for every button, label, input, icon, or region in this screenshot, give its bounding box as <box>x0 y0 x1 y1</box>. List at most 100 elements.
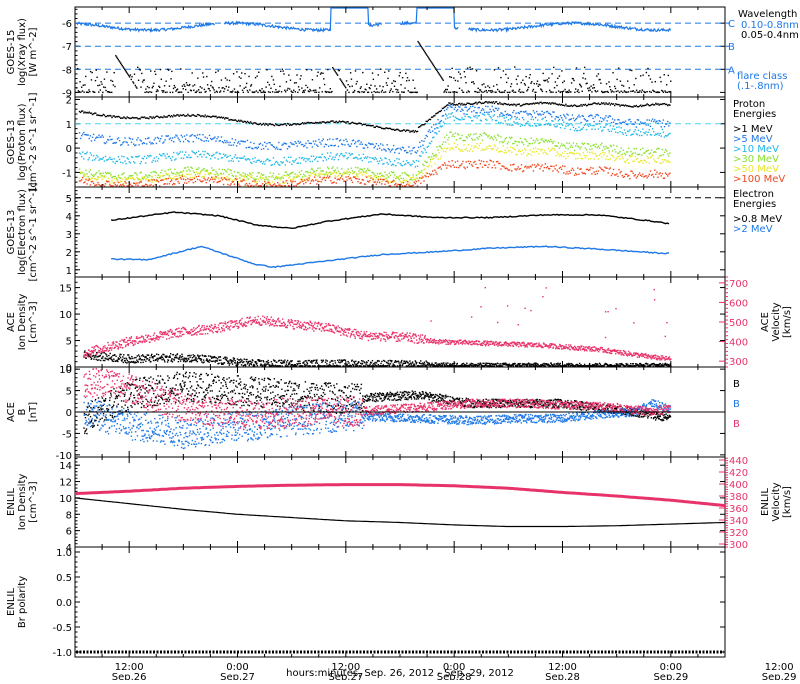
data-point <box>456 167 457 168</box>
data-point <box>85 153 86 154</box>
data-point <box>202 355 203 356</box>
data-point <box>241 360 242 361</box>
data-point <box>538 103 539 104</box>
data-point <box>347 144 348 145</box>
data-point <box>635 156 636 157</box>
data-point <box>424 51 425 52</box>
data-point <box>645 131 646 132</box>
data-point <box>204 174 205 175</box>
data-point <box>601 143 602 144</box>
data-point <box>432 63 433 64</box>
data-point <box>108 139 109 140</box>
data-point <box>653 131 654 132</box>
data-point <box>612 118 613 119</box>
data-point <box>630 121 631 122</box>
data-point <box>206 182 207 183</box>
data-point <box>493 148 494 149</box>
data-point <box>321 140 322 141</box>
data-point <box>253 185 254 186</box>
data-point <box>357 167 358 168</box>
data-point <box>464 140 465 141</box>
data-point <box>318 139 319 140</box>
data-point <box>126 71 127 72</box>
data-point <box>235 362 236 363</box>
data-point <box>336 173 337 174</box>
data-point <box>310 90 311 91</box>
data-point <box>372 157 373 158</box>
data-point <box>444 162 445 163</box>
data-point <box>289 176 290 177</box>
data-point <box>203 361 204 362</box>
data-point <box>166 356 167 357</box>
data-point <box>154 179 155 180</box>
data-point <box>424 123 425 124</box>
data-point <box>305 143 306 144</box>
data-point <box>451 68 452 69</box>
y-tick-label: -8 <box>62 65 72 76</box>
data-point <box>472 165 473 166</box>
data-point <box>447 117 448 118</box>
data-point <box>391 83 392 84</box>
data-point <box>507 124 508 125</box>
data-point <box>614 149 615 150</box>
data-point <box>188 358 189 359</box>
data-point <box>95 113 96 114</box>
data-point <box>260 123 261 124</box>
data-point <box>463 167 464 168</box>
panel-frame <box>75 7 725 97</box>
data-point <box>146 184 147 185</box>
data-point <box>335 72 336 73</box>
data-point <box>106 354 107 355</box>
data-point <box>487 85 488 86</box>
data-point <box>168 360 169 361</box>
data-point <box>661 135 662 136</box>
data-point <box>323 78 324 79</box>
data-point <box>354 362 355 363</box>
data-point <box>227 90 228 91</box>
data-point <box>490 90 491 91</box>
data-point <box>126 358 127 359</box>
data-point <box>194 359 195 360</box>
data-point <box>83 158 84 159</box>
data-point <box>256 176 257 177</box>
data-point <box>598 102 599 103</box>
data-point <box>223 358 224 359</box>
data-point <box>529 125 530 126</box>
data-point <box>289 162 290 163</box>
data-point <box>484 112 485 113</box>
data-point <box>277 162 278 163</box>
data-point <box>577 158 578 159</box>
data-point <box>539 84 540 85</box>
data-point <box>453 164 454 165</box>
data-point <box>388 182 389 183</box>
data-point <box>183 179 184 180</box>
data-point <box>277 148 278 149</box>
data-point <box>185 151 186 152</box>
data-point <box>511 170 512 171</box>
data-point <box>605 91 606 92</box>
data-point <box>161 357 162 358</box>
data-point <box>213 89 214 90</box>
data-point <box>350 177 351 178</box>
data-point <box>311 143 312 144</box>
data-point <box>408 130 409 131</box>
data-point <box>416 175 417 176</box>
data-point <box>503 152 504 153</box>
data-point <box>522 117 523 118</box>
data-point <box>198 151 199 152</box>
data-point <box>522 142 523 143</box>
data-point <box>487 148 488 149</box>
data-point <box>211 361 212 362</box>
data-point <box>519 142 520 143</box>
data-point <box>512 124 513 125</box>
data-point <box>575 88 576 89</box>
data-point <box>214 357 215 358</box>
data-point <box>591 148 592 149</box>
data-point <box>603 119 604 120</box>
data-point <box>92 181 93 182</box>
data-point <box>230 145 231 146</box>
data-point <box>286 171 287 172</box>
data-point <box>91 173 92 174</box>
data-point <box>179 358 180 359</box>
data-point <box>499 114 500 115</box>
